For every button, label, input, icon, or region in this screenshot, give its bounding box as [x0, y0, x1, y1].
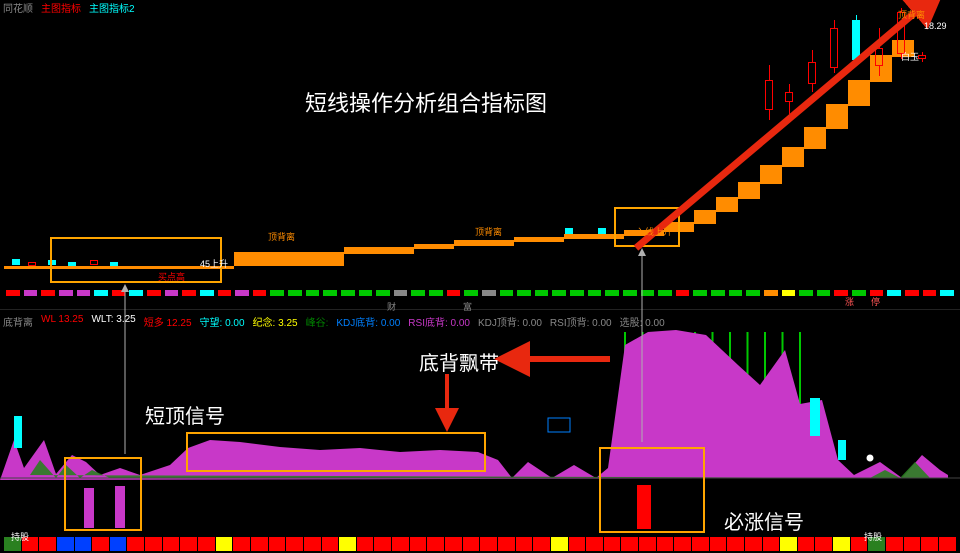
dash-row-main	[6, 290, 954, 296]
highlight-box	[186, 432, 486, 472]
highlight-box	[50, 237, 222, 283]
annotation-label: 底背飘带	[419, 347, 499, 376]
highlight-box	[599, 447, 705, 533]
bottom-color-row	[4, 537, 956, 551]
annotation-label: 短顶信号	[145, 400, 225, 429]
annotation-label: 必涨信号	[724, 506, 804, 535]
highlight-box	[64, 457, 142, 531]
